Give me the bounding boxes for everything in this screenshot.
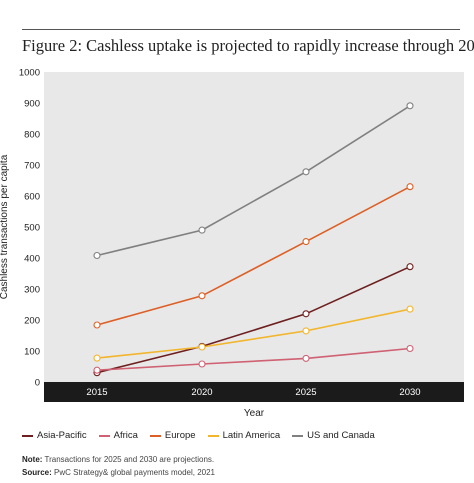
legend-item: Latin America [207,430,281,441]
note-text: Transactions for 2025 and 2030 are proje… [42,455,215,464]
data-point [198,292,206,300]
y-tick-label: 0 [35,378,40,389]
chart-title: Figure 2: Cashless uptake is projected t… [22,36,474,55]
data-point [93,366,101,374]
y-tick-label: 500 [24,223,40,234]
x-tick-label: 2030 [399,387,420,398]
series-line [96,308,411,359]
data-point [406,183,414,191]
data-point [198,226,206,234]
legend-swatch [98,434,110,437]
y-tick-label: 300 [24,285,40,296]
y-tick-label: 900 [24,99,40,110]
data-point [406,102,414,110]
y-tick-label: 1000 [19,68,40,79]
data-point [302,354,310,362]
source-text: PwC Strategy& global payments model, 202… [51,468,215,477]
data-point [406,263,414,271]
data-point [198,343,206,351]
legend-item: Africa [98,430,138,441]
chart-source: Source: PwC Strategy& global payments mo… [22,468,215,477]
x-axis-ticks: 2015 2020 2025 2030 [86,387,420,398]
plot-background [44,72,464,382]
legend-label: Europe [164,430,196,441]
data-point [406,305,414,313]
legend-label: Africa [113,430,138,441]
data-point [302,310,310,318]
x-tick-label: 2020 [191,387,212,398]
y-tick-label: 800 [24,130,40,141]
series-line [96,105,411,257]
series-group [93,102,414,377]
legend-item: US and Canada [292,430,375,441]
legend-item: Asia-Pacific [22,430,87,441]
legend: Asia-Pacific Africa Europe Latin America US … [22,430,375,441]
y-tick-label: 100 [24,347,40,358]
y-tick-label: 400 [24,254,40,265]
legend-label: US and Canada [307,430,375,441]
source-label: Source: [22,468,52,477]
y-tick-label: 600 [24,192,40,203]
data-point [93,321,101,329]
series-line [96,185,411,326]
x-tick-label: 2025 [295,387,316,398]
data-point [93,354,101,362]
legend-label: Latin America [222,430,281,441]
data-point [302,168,310,176]
x-axis-label: Year [244,408,265,419]
y-tick-label: 200 [24,316,40,327]
data-point [93,251,101,260]
title-rule [22,29,460,30]
x-tick-label: 2015 [86,387,107,398]
note-label: Note: [22,455,43,464]
legend-swatch [292,434,304,437]
legend-swatch [207,434,219,437]
legend-swatch [149,434,161,437]
data-point [302,238,310,246]
y-axis-ticks: 0 100 200 300 400 500 600 700 800 900 1000 [19,68,40,389]
series-line [96,347,411,371]
y-tick-label: 700 [24,161,40,172]
data-point [302,327,310,335]
series-line [96,265,411,374]
data-point [406,344,414,353]
y-axis-label: Cashless transactions per capita [0,154,10,299]
line-chart: 0 100 200 300 400 500 600 700 800 900 1000 2015 202… [0,68,464,419]
x-axis-band [44,382,464,402]
data-point [198,360,206,368]
legend-swatch [22,434,33,437]
legend-item: Europe [149,430,196,441]
legend-label: Asia-Pacific [37,430,87,441]
chart-note: Note: Transactions for 2025 and 2030 are… [22,455,214,464]
